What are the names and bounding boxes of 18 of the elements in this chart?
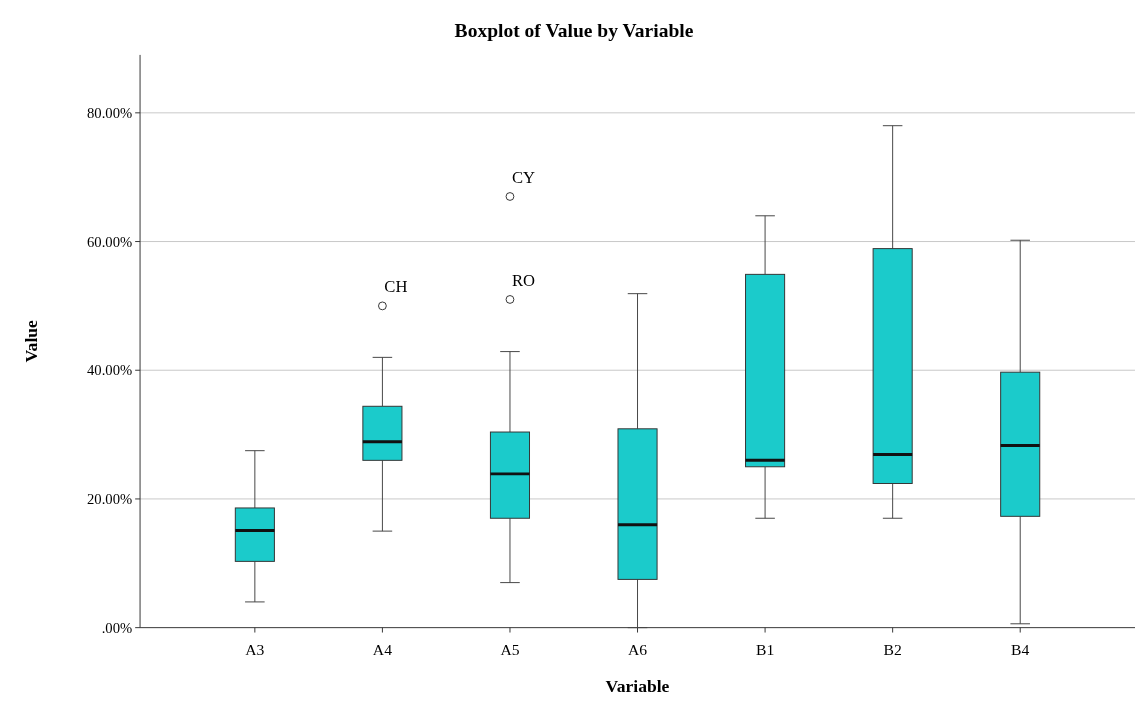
y-tick-label: 20.00% bbox=[87, 491, 133, 508]
x-tick-label: A3 bbox=[245, 641, 265, 659]
y-tick-label: .00% bbox=[101, 619, 133, 636]
y-tick-label: 40.00% bbox=[87, 362, 133, 379]
chart-title: Boxplot of Value by Variable bbox=[454, 20, 694, 42]
x-tick-label: A5 bbox=[500, 641, 520, 659]
annotation: RO bbox=[511, 270, 535, 290]
y-axis-title: Value bbox=[21, 319, 42, 363]
x-tick-label: B4 bbox=[1011, 641, 1030, 659]
y-tick-label: 80.00% bbox=[87, 104, 133, 121]
x-tick-label: B1 bbox=[755, 641, 775, 659]
x-tick-label: A4 bbox=[372, 641, 393, 659]
x-tick-label: B2 bbox=[883, 641, 902, 659]
annotation: CY bbox=[511, 167, 535, 187]
y-tick-label: 60.00% bbox=[87, 233, 133, 250]
x-tick-label: A6 bbox=[627, 641, 648, 659]
x-axis-title: Variable bbox=[605, 676, 670, 697]
annotation: CH bbox=[384, 277, 408, 297]
